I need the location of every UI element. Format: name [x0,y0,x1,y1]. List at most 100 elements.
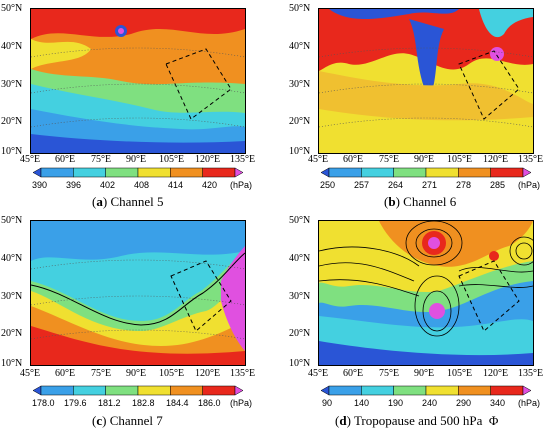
colorbar-b-tick-1: 257 [354,180,370,190]
colorbar-b-tick-5: 285 [490,180,506,190]
colorbar-a-unit: (hPa) [230,180,253,190]
map-c-field [31,221,245,365]
colorbar-a [32,167,244,178]
lat-label-10: 10°N [289,358,311,369]
colorbar-c-tick-1: 179.6 [64,398,87,408]
caption-d-text: Tropopause and 500 hPa [353,413,483,428]
lon-label-120: 120°E [195,368,221,379]
colorbar-segment [40,385,74,396]
map-b-field [319,9,533,153]
colorbar-segment [105,385,139,396]
colorbar-segment [202,167,236,178]
colorbar-d-tick-1: 140 [354,398,370,408]
colorbar-segment [361,167,394,178]
map-a [30,8,246,154]
caption-c-letter: c [96,413,103,428]
colorbar-segment [137,167,171,178]
lon-label-105: 105°E [159,368,185,379]
lat-label-50: 50°N [289,3,311,14]
colorbar-a-tick-3: 408 [134,180,150,190]
caption-a: (a) Channel 5 [92,194,164,209]
caption-d-letter: d [339,413,347,428]
lat-label-50: 50°N [1,3,23,14]
lon-label-105: 105°E [159,154,185,165]
lon-label-135: 135°E [230,368,256,379]
lat-label-20: 20°N [289,328,311,339]
lon-label-45: 45°E [20,368,41,379]
colorbar-b-tick-2: 264 [388,180,404,190]
colorbar-segment [361,385,394,396]
lat-label-30: 30°N [289,291,311,302]
lon-label-75: 75°E [379,368,400,379]
colorbar-d-tick-5: 340 [490,398,506,408]
lon-label-45: 45°E [308,154,329,165]
lon-label-120: 120°E [483,368,509,379]
lat-label-20: 20°N [1,116,23,127]
lat-label-30: 30°N [1,291,23,302]
colorbar-right-arrow [522,385,532,396]
colorbar-left-arrow [320,167,330,178]
colorbar-d-tick-2: 190 [388,398,404,408]
colorbar-a-svg [32,167,244,178]
caption-b: (b) Channel 6 [384,194,457,209]
lat-label-40: 40°N [1,253,23,264]
colorbar-b [320,167,532,178]
colorbar-b-tick-0: 250 [320,180,336,190]
colorbar-segment [393,167,427,178]
lon-label-60: 60°E [55,368,76,379]
colorbar-segment [425,385,459,396]
colorbar-c-tick-5: 186.0 [198,398,221,408]
colorbar-d-tick-0: 90 [322,398,333,408]
lat-label-20: 20°N [1,328,23,339]
colorbar-c-svg [32,385,244,396]
colorbar-d-tick-4: 290 [456,398,472,408]
caption-d: (d) Tropopause and 500 hPa Φ [335,413,499,428]
colorbar-left-arrow [320,385,330,396]
colorbar-segment [202,385,236,396]
colorbar-segment [170,385,203,396]
caption-b-text: Channel 6 [403,194,457,209]
lon-label-60: 60°E [55,154,76,165]
colorbar-c-tick-2: 181.2 [98,398,121,408]
lon-label-45: 45°E [308,368,329,379]
lon-label-135: 135°E [518,154,544,165]
lat-label-40: 40°N [289,253,311,264]
lon-label-120: 120°E [195,154,221,165]
lat-label-10: 10°N [289,146,311,157]
colorbar-segment [137,385,171,396]
lon-label-75: 75°E [91,154,112,165]
colorbar-d-tick-3: 240 [422,398,438,408]
lat-label-30: 30°N [1,79,23,90]
lon-label-90: 90°E [414,368,435,379]
colorbar-d [320,385,532,396]
lon-label-120: 120°E [483,154,509,165]
colorbar-left-arrow [32,167,42,178]
map-b [318,8,534,154]
colorbar-segment [328,167,362,178]
lon-label-105: 105°E [447,368,473,379]
map-d [318,220,534,366]
colorbar-segment [40,167,74,178]
colorbar-right-arrow [522,167,532,178]
caption-a-text: Channel 5 [110,194,164,209]
colorbar-segment [105,167,139,178]
lon-label-105: 105°E [447,154,473,165]
caption-a-letter: a [96,194,103,209]
colorbar-a-tick-2: 402 [100,180,116,190]
caption-d-symbol: Φ [488,413,499,428]
colorbar-c-tick-4: 184.4 [166,398,189,408]
colorbar-c-tick-0: 178.0 [32,398,55,408]
colorbar-segment [328,385,362,396]
lat-label-40: 40°N [289,41,311,52]
colorbar-segment [425,167,459,178]
colorbar-left-arrow [32,385,42,396]
lon-label-135: 135°E [230,154,256,165]
lon-label-90: 90°E [126,368,147,379]
lon-label-90: 90°E [414,154,435,165]
lat-label-50: 50°N [1,215,23,226]
colorbar-segment [458,385,491,396]
colorbar-d-svg [320,385,532,396]
colorbar-a-tick-1: 396 [66,180,82,190]
lat-label-10: 10°N [1,146,23,157]
colorbar-segment [73,167,106,178]
